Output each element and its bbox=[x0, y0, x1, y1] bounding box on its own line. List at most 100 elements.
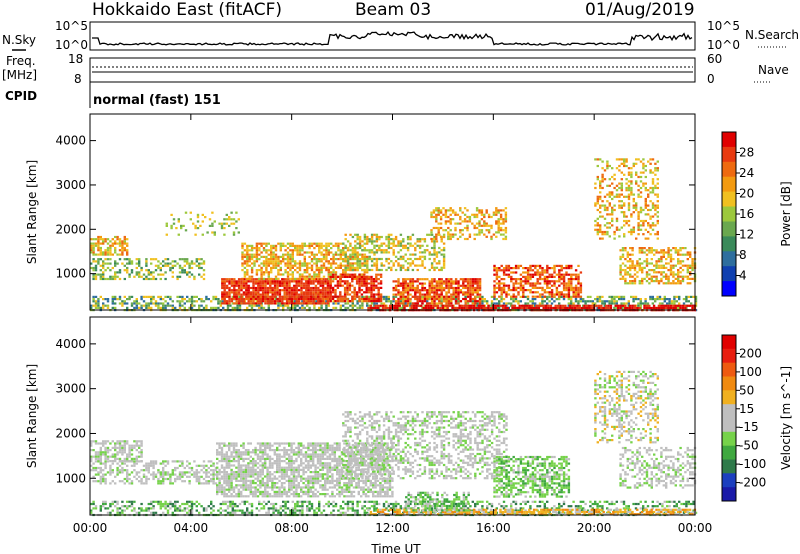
data-cell bbox=[370, 295, 373, 298]
data-cell bbox=[290, 280, 294, 283]
data-cell bbox=[102, 442, 105, 445]
data-cell bbox=[320, 251, 323, 254]
data-cell bbox=[223, 286, 226, 290]
data-cell bbox=[106, 249, 110, 252]
data-cell bbox=[301, 247, 304, 250]
data-cell bbox=[380, 262, 383, 265]
data-cell bbox=[343, 286, 347, 289]
data-cell bbox=[305, 280, 308, 283]
data-cell bbox=[309, 302, 313, 305]
data-cell bbox=[114, 460, 117, 463]
data-cell bbox=[637, 195, 640, 198]
data-cell bbox=[631, 264, 634, 267]
data-cell bbox=[225, 293, 229, 296]
data-cell bbox=[233, 284, 236, 287]
data-cell bbox=[300, 284, 303, 287]
data-cell bbox=[538, 282, 542, 285]
data-cell bbox=[205, 306, 208, 309]
data-cell bbox=[123, 242, 126, 245]
data-cell bbox=[608, 295, 611, 298]
data-cell bbox=[542, 306, 545, 310]
data-cell bbox=[463, 304, 466, 307]
data-cell bbox=[478, 280, 482, 283]
data-cell bbox=[293, 286, 296, 290]
data-cell bbox=[439, 306, 442, 310]
data-cell bbox=[309, 286, 313, 290]
data-cell bbox=[228, 216, 231, 219]
data-cell bbox=[106, 457, 110, 460]
data-cell bbox=[250, 269, 254, 272]
data-cell bbox=[225, 286, 229, 290]
data-cell bbox=[464, 284, 467, 287]
data-cell bbox=[543, 289, 547, 292]
data-cell bbox=[308, 255, 311, 258]
data-cell bbox=[225, 213, 228, 216]
data-cell bbox=[620, 211, 623, 214]
data-cell bbox=[399, 249, 403, 252]
data-cell bbox=[295, 302, 298, 305]
data-cell bbox=[223, 284, 226, 287]
data-cell bbox=[325, 306, 328, 309]
data-cell bbox=[526, 267, 530, 270]
data-cell bbox=[305, 289, 308, 292]
data-cell bbox=[164, 262, 167, 265]
data-cell bbox=[416, 278, 419, 281]
data-cell bbox=[92, 258, 95, 261]
data-cell bbox=[599, 186, 602, 190]
data-cell bbox=[440, 249, 443, 252]
data-cell bbox=[493, 295, 496, 298]
data-cell bbox=[346, 282, 349, 285]
data-cell bbox=[603, 302, 606, 305]
data-cell bbox=[291, 251, 294, 254]
data-cell bbox=[528, 304, 531, 307]
data-cell bbox=[669, 255, 673, 258]
data-cell bbox=[518, 304, 521, 307]
data-cell bbox=[358, 240, 362, 243]
data-cell bbox=[526, 273, 530, 276]
data-cell bbox=[232, 231, 236, 234]
data-cell bbox=[269, 300, 272, 303]
data-cell bbox=[140, 449, 143, 452]
data-cell bbox=[169, 269, 172, 272]
data-cell bbox=[687, 295, 690, 298]
data-cell bbox=[339, 282, 342, 285]
data-cell bbox=[445, 297, 448, 301]
data-cell bbox=[330, 273, 333, 276]
data-cell bbox=[546, 278, 549, 281]
data-cell bbox=[375, 268, 379, 272]
data-cell bbox=[409, 297, 412, 301]
data-cell bbox=[673, 302, 676, 305]
data-cell bbox=[404, 282, 407, 285]
data-cell bbox=[314, 297, 318, 301]
data-cell bbox=[254, 302, 258, 305]
data-cell bbox=[597, 306, 601, 310]
data-cell bbox=[346, 289, 349, 292]
data-cell bbox=[442, 282, 446, 285]
data-cell bbox=[126, 306, 129, 309]
data-cell bbox=[130, 446, 134, 449]
data-cell bbox=[382, 295, 386, 298]
data-cell bbox=[109, 460, 112, 463]
data-cell bbox=[358, 262, 362, 265]
data-cell bbox=[498, 282, 501, 285]
data-cell bbox=[424, 306, 428, 310]
data-cell bbox=[464, 278, 467, 281]
data-cell bbox=[460, 304, 464, 307]
data-cell bbox=[647, 237, 650, 240]
data-cell bbox=[300, 289, 303, 292]
data-cell bbox=[341, 273, 344, 276]
data-cell bbox=[367, 289, 371, 292]
data-cell bbox=[346, 266, 350, 269]
data-cell bbox=[435, 218, 438, 221]
data-cell bbox=[351, 297, 354, 300]
data-cell bbox=[166, 264, 170, 267]
data-cell bbox=[319, 284, 322, 287]
data-cell bbox=[499, 209, 503, 212]
data-cell bbox=[433, 293, 436, 296]
data-cell bbox=[133, 275, 136, 278]
data-cell bbox=[265, 255, 268, 258]
data-cell bbox=[261, 300, 265, 303]
data-cell bbox=[258, 277, 261, 280]
data-cell bbox=[339, 304, 342, 307]
